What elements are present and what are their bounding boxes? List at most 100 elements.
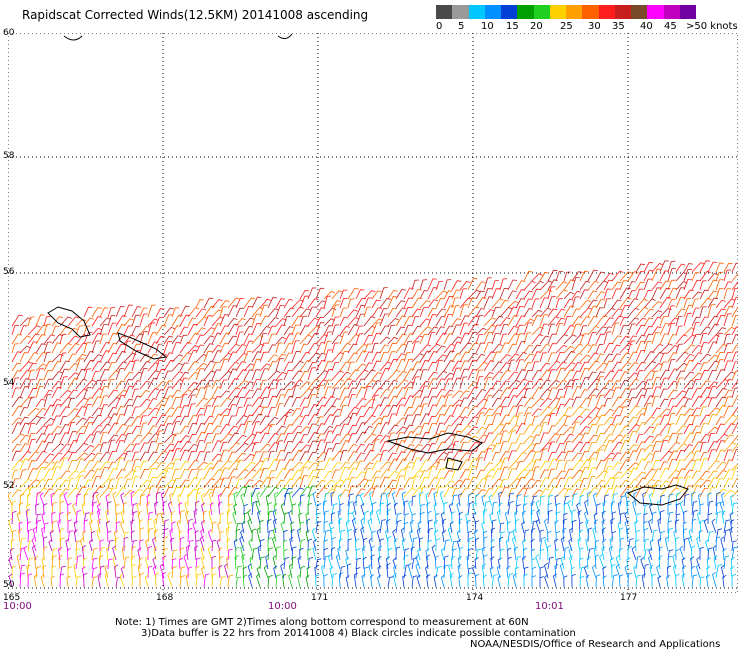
wind-barb [603, 279, 613, 291]
wind-barb [155, 430, 164, 444]
wind-barb [315, 469, 324, 480]
wind-barb [211, 425, 222, 435]
wind-barb [691, 279, 702, 291]
wind-barb [91, 501, 98, 516]
wind-barb [659, 480, 670, 489]
wind-barb [379, 435, 390, 444]
wind-barb [280, 502, 285, 516]
wind-barb [355, 369, 369, 381]
wind-barb [691, 485, 701, 498]
wind-barb [435, 370, 448, 381]
wind-barb [83, 416, 94, 426]
wind-barb [331, 469, 340, 480]
wind-barb [615, 563, 621, 579]
wind-barb [43, 323, 52, 336]
wind-barb [203, 405, 212, 417]
wind-barb [91, 557, 98, 570]
wind-barb [698, 493, 703, 507]
wind-barb [315, 300, 326, 309]
wind-barb [131, 343, 141, 354]
wind-barb [51, 342, 62, 354]
wind-barb [337, 546, 342, 561]
wind-barb [347, 563, 352, 579]
wind-barb [619, 495, 626, 507]
wind-barb [275, 342, 283, 354]
wind-barb [715, 279, 724, 291]
wind-barb [675, 405, 687, 417]
wind-barb [243, 504, 249, 516]
wind-barb [171, 396, 180, 408]
wind-barb [691, 500, 698, 516]
wind-barb [715, 440, 725, 453]
wind-barb [240, 493, 245, 507]
wind-barb [619, 440, 630, 453]
wind-barb [322, 500, 328, 516]
wind-barb [507, 501, 514, 516]
wind-barb [51, 461, 61, 471]
wind-barb [666, 574, 671, 588]
wind-barb [259, 315, 270, 327]
wind-barb [251, 460, 265, 471]
wind-barb [83, 452, 96, 462]
wind-barb [347, 433, 357, 444]
wind-barb [393, 537, 398, 552]
wind-barb [307, 432, 319, 444]
wind-barb [611, 288, 621, 300]
wind-barb [403, 466, 412, 480]
wind-barb [347, 394, 356, 408]
wind-barb [585, 574, 590, 588]
wind-barb [363, 362, 373, 372]
wind-barb [451, 555, 456, 570]
wind-barb [147, 322, 156, 336]
wind-barb [683, 263, 693, 273]
wind-barb [431, 544, 437, 561]
wind-barb [203, 478, 216, 489]
wind-barb [19, 434, 30, 444]
wind-barb [179, 469, 189, 480]
wind-barb [459, 304, 468, 318]
wind-barb [499, 299, 509, 309]
wind-barb [251, 307, 264, 318]
wind-barb [675, 549, 680, 561]
wind-barb [491, 306, 500, 318]
wind-barb [691, 441, 703, 453]
wind-barb [259, 304, 269, 318]
wind-barb [146, 494, 151, 507]
wind-barb [499, 457, 509, 471]
wind-barb [571, 370, 581, 381]
wind-barb [161, 572, 166, 588]
wind-barb [699, 452, 708, 462]
wind-barb [667, 279, 676, 291]
wind-barb [467, 458, 478, 471]
wind-barb [219, 433, 233, 444]
wind-barb [611, 564, 616, 579]
wind-barb [67, 421, 76, 435]
wind-barb [731, 546, 738, 561]
island-outline [627, 484, 689, 506]
wind-barb [705, 539, 710, 552]
wind-barb [619, 469, 632, 480]
wind-barb [459, 342, 473, 354]
wind-barb [376, 509, 381, 525]
wind-barb [392, 557, 397, 570]
wind-barb [235, 415, 248, 426]
wind-barb [651, 332, 660, 345]
wind-barb [459, 469, 470, 480]
wind-barb [299, 406, 308, 417]
wind-barb [731, 273, 738, 282]
wind-barb [467, 487, 481, 498]
wind-barb [603, 398, 612, 408]
wind-barb [419, 431, 430, 444]
wind-barb [307, 287, 317, 300]
wind-barb [370, 574, 375, 588]
wind-barb [379, 450, 388, 462]
wind-barb [219, 397, 231, 408]
wind-barb [506, 521, 512, 534]
wind-barb [723, 269, 732, 282]
wind-barb [187, 361, 199, 372]
wind-barb [523, 370, 533, 381]
wind-barb [456, 501, 461, 516]
wind-barb [651, 468, 662, 480]
wind-barb [297, 573, 302, 588]
wind-barb [99, 547, 105, 561]
